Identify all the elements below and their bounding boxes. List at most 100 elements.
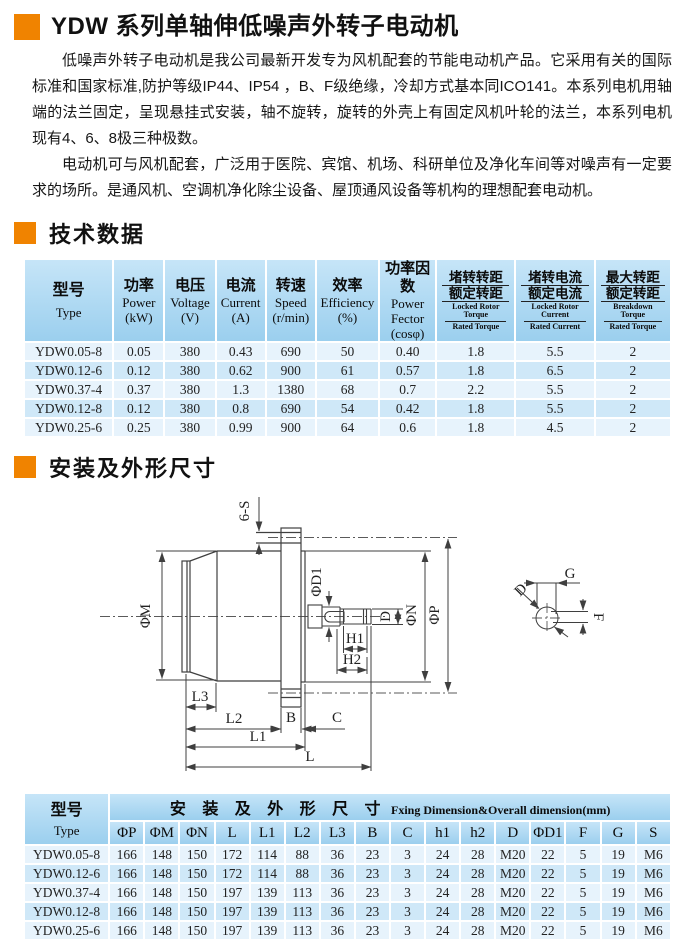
col-header: C xyxy=(390,822,425,844)
cell: 114 xyxy=(250,865,284,882)
cell: 24 xyxy=(426,865,460,882)
table-row: YDW0.37-4 166 148 150 197 139 113 36 23 … xyxy=(25,884,670,901)
col-header: B xyxy=(355,822,389,844)
cell: 172 xyxy=(215,865,249,882)
cell: 197 xyxy=(215,922,249,939)
cell: YDW0.25-6 xyxy=(25,419,113,436)
cell: 166 xyxy=(110,922,144,939)
dim-label-c: C xyxy=(332,710,342,726)
table-row: YDW0.37-4 0.37 380 1.3 1380 68 0.7 2.2 5… xyxy=(25,381,670,398)
table-row: YDW0.12-8 166 148 150 197 139 113 36 23 … xyxy=(25,903,670,920)
cell: 0.6 xyxy=(380,419,436,436)
cell: 0.12 xyxy=(114,400,164,417)
cell: 380 xyxy=(165,362,215,379)
shaft-outline xyxy=(307,604,372,629)
cell: 23 xyxy=(355,922,389,939)
cell: 22 xyxy=(531,903,565,920)
intro-paragraph-2: 电动机可与风机配套，广泛用于医院、宾馆、机场、科研单位及净化车间等对噪声有一定要… xyxy=(32,156,672,199)
col-header-locked-rotor-torque: 堵转转距 额定转距 Locked Rotor Torque Rated Torq… xyxy=(437,260,515,341)
cell: 88 xyxy=(285,865,319,882)
cell: 5 xyxy=(566,903,600,920)
cell: 0.40 xyxy=(380,343,436,360)
dim-label-6s: 6-S xyxy=(237,501,253,522)
table-row: YDW0.12-8 0.12 380 0.8 690 54 0.42 1.8 5… xyxy=(25,400,670,417)
cell: YDW0.12-6 xyxy=(25,865,109,882)
cell: 3 xyxy=(390,922,425,939)
dim-label-l: L xyxy=(305,749,314,765)
keyway-slot xyxy=(324,610,344,623)
cell: 113 xyxy=(285,922,319,939)
cell: 24 xyxy=(426,884,460,901)
dim-label-l1: L1 xyxy=(250,729,267,745)
group-header-dimensions: 安 装 及 外 形 尺 寸 Fxing Dimension&Overall di… xyxy=(110,794,670,820)
cell: M6 xyxy=(636,865,670,882)
cell: 2 xyxy=(595,362,670,379)
col-header-efficiency: 效率 Efficiency (%) xyxy=(316,260,379,341)
cell: 197 xyxy=(215,884,249,901)
cell: M6 xyxy=(636,846,670,863)
cell: 0.43 xyxy=(216,343,265,360)
col-header: G xyxy=(601,822,635,844)
col-header-voltage: 电压 Voltage (V) xyxy=(165,260,215,341)
table-row: YDW0.25-6 0.25 380 0.99 900 64 0.6 1.8 4… xyxy=(25,419,670,436)
cell: M6 xyxy=(636,903,670,920)
cell: 380 xyxy=(165,381,215,398)
cell: 19 xyxy=(601,922,635,939)
cell: M20 xyxy=(496,865,530,882)
cell: 68 xyxy=(316,381,379,398)
cell: 380 xyxy=(165,400,215,417)
orange-square-icon xyxy=(14,456,36,478)
cell: 172 xyxy=(215,846,249,863)
col-header: L xyxy=(215,822,249,844)
col-header-type: 型号 Type xyxy=(25,794,109,844)
col-header: L1 xyxy=(250,822,284,844)
orange-square-icon xyxy=(14,222,36,244)
cell: 166 xyxy=(110,884,144,901)
cell: 113 xyxy=(285,884,319,901)
cell: M20 xyxy=(496,846,530,863)
cell: 3 xyxy=(390,903,425,920)
cell: 50 xyxy=(316,343,379,360)
cell: 0.05 xyxy=(114,343,164,360)
cell: 5.5 xyxy=(516,381,594,398)
cell: 1.8 xyxy=(437,419,515,436)
col-header-power: 功率 Power (kW) xyxy=(114,260,164,341)
cell: 0.99 xyxy=(216,419,265,436)
cell: 36 xyxy=(320,846,354,863)
table-row: YDW0.05-8 166 148 150 172 114 88 36 23 3… xyxy=(25,846,670,863)
col-header: h1 xyxy=(426,822,460,844)
col-header-breakdown-torque: 最大转距 额定转距 Breakdown Torque Rated Torque xyxy=(595,260,670,341)
cell: 139 xyxy=(250,884,284,901)
cell: 148 xyxy=(145,903,179,920)
cell: 150 xyxy=(180,884,214,901)
motor-outline xyxy=(181,527,306,708)
cell: 0.37 xyxy=(114,381,164,398)
cell: 150 xyxy=(180,922,214,939)
col-header-type: 型号 Type xyxy=(25,260,113,341)
dim-label-b: B xyxy=(286,710,296,726)
cell: 1.8 xyxy=(437,343,515,360)
col-header: ΦP xyxy=(110,822,144,844)
cell: 28 xyxy=(461,903,495,920)
cell: 22 xyxy=(531,865,565,882)
cell: 5.5 xyxy=(516,343,594,360)
centerlines xyxy=(100,537,562,694)
cell: 19 xyxy=(601,884,635,901)
dim-label-h1: H1 xyxy=(346,631,364,647)
cell: 5 xyxy=(566,865,600,882)
orange-square-icon xyxy=(14,14,40,40)
intro-paragraph-1: 低噪声外转子电动机是我公司最新开发专为风机配套的节能电动机产品。它采用有关的国际… xyxy=(32,52,672,147)
cell: 5 xyxy=(566,884,600,901)
cell: 5 xyxy=(566,922,600,939)
cell: 1380 xyxy=(266,381,315,398)
cell: 166 xyxy=(110,865,144,882)
cell: 0.7 xyxy=(380,381,436,398)
cell: 690 xyxy=(266,343,315,360)
cell: 5.5 xyxy=(516,400,594,417)
section-title: 安装及外形尺寸 xyxy=(49,456,218,481)
dim-label-phi-n: ΦN xyxy=(404,604,420,626)
cell: YDW0.12-6 xyxy=(25,362,113,379)
dim-label-detail-f: F xyxy=(590,613,606,621)
cell: 2.2 xyxy=(437,381,515,398)
table-row: YDW0.12-6 166 148 150 172 114 88 36 23 3… xyxy=(25,865,670,882)
